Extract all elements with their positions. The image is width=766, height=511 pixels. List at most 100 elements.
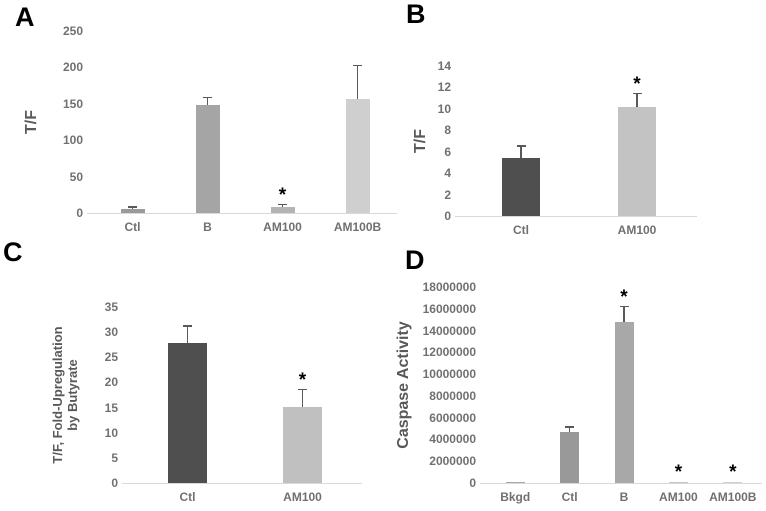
error-bar-cap-am100: [278, 203, 287, 206]
error-bar-b: [206, 97, 209, 106]
y-tick-label: 6000000: [429, 410, 476, 425]
error-bar-am100: [301, 389, 304, 407]
error-bar-b: [623, 306, 625, 322]
significance-asterisk-am100: *: [633, 73, 641, 95]
panel-label-d: D: [405, 245, 425, 275]
y-tick-label: 12000000: [422, 345, 476, 360]
x-category-label-b: B: [619, 490, 629, 504]
bar-b: [195, 105, 220, 213]
error-bar-am100b: [356, 65, 359, 99]
bar-am100b: [723, 482, 743, 483]
error-bar-ctl: [520, 146, 522, 159]
y-tick-label: 20: [104, 375, 118, 390]
y-tick-label: 10: [104, 425, 118, 440]
panel-label-b: B: [406, 0, 426, 29]
bar-am100: [283, 406, 322, 483]
x-category-label-am100: AM100: [617, 223, 657, 237]
y-tick-label: 30: [104, 325, 118, 340]
y-tick-label: 14: [437, 59, 451, 73]
panel-label-a: A: [15, 2, 35, 32]
y-tick-label: 50: [69, 169, 83, 184]
y-tick-label: 4000000: [429, 432, 476, 447]
x-category-label-ctl: Ctl: [561, 490, 578, 504]
bar-am100b: [345, 98, 370, 213]
x-category-label-b: B: [203, 220, 212, 234]
bar-ctl: [120, 209, 145, 213]
error-bar-cap-ctl: [516, 145, 526, 147]
y-axis-label: Caspase Activity: [394, 321, 412, 449]
x-axis-line: [122, 483, 362, 484]
significance-asterisk-am100: *: [278, 184, 287, 206]
y-tick-label: 16000000: [422, 301, 476, 316]
x-category-label-ctl: Ctl: [124, 220, 141, 234]
y-tick-label: 0: [111, 476, 118, 490]
y-tick-label: 8000000: [429, 388, 476, 403]
bar-am100: [668, 482, 688, 483]
x-category-label-am100b: AM100B: [709, 490, 757, 504]
x-axis-line: [455, 216, 697, 217]
y-axis-label: T/F: [411, 129, 429, 153]
y-tick-label: 10: [437, 101, 451, 116]
error-bar-cap-am100: [632, 92, 642, 95]
y-tick-label: 0: [444, 209, 451, 223]
significance-asterisk-am100: *: [298, 369, 307, 391]
y-tick-label: 150: [62, 96, 83, 111]
bar-b: [614, 321, 634, 483]
error-bar-cap-ctl: [565, 426, 575, 428]
error-bar-cap-am100b: [353, 64, 362, 67]
x-category-label-am100: AM100: [659, 490, 698, 504]
bar-am100: [270, 207, 295, 213]
bar-am100: [618, 106, 656, 216]
x-category-label-am100: AM100: [283, 490, 322, 504]
significance-asterisk-b: *: [620, 286, 628, 308]
y-axis-label: T/F: [22, 110, 40, 134]
y-tick-label: 100: [62, 133, 83, 148]
y-tick-label: 0: [76, 206, 83, 220]
x-category-label-ctl: Ctl: [513, 223, 529, 237]
bar-ctl: [560, 431, 580, 483]
error-bar-cap-b: [203, 96, 212, 99]
x-category-label-bkgd: Bkgd: [500, 490, 531, 504]
y-tick-label: 8: [444, 123, 451, 138]
bar-ctl: [502, 158, 540, 216]
panel-label-c: C: [3, 237, 23, 267]
x-category-label-ctl: Ctl: [179, 490, 196, 504]
y-tick-label: 4: [444, 166, 451, 181]
y-tick-label: 0: [469, 476, 476, 490]
significance-asterisk-am100: *: [674, 462, 683, 483]
error-bar-cap-ctl: [183, 325, 192, 327]
y-tick-label: 5: [111, 450, 118, 465]
error-bar-am100: [636, 93, 638, 107]
y-axis-label: T/F, Fold-Upregulation by Butyrate: [50, 326, 80, 464]
y-tick-label: 18000000: [422, 280, 476, 294]
error-bar-cap-am100: [298, 388, 307, 391]
y-tick-label: 35: [104, 300, 118, 314]
y-tick-label: 2000000: [429, 454, 476, 469]
y-tick-label: 15: [104, 400, 118, 415]
error-bar-ctl: [186, 326, 189, 344]
error-bar-am100: [281, 204, 284, 208]
error-bar-ctl: [568, 427, 571, 432]
y-tick-label: 25: [104, 350, 118, 365]
error-bar-ctl: [131, 207, 134, 210]
y-tick-label: 10000000: [422, 367, 476, 382]
y-tick-label: 14000000: [422, 323, 476, 338]
y-tick-label: 2: [444, 187, 451, 202]
error-bar-cap-ctl: [128, 206, 137, 208]
bar-bkgd: [505, 481, 525, 483]
y-tick-label: 12: [437, 80, 451, 95]
x-category-label-am100: AM100: [263, 220, 302, 234]
error-bar-cap-b: [619, 305, 629, 308]
x-axis-line: [480, 483, 762, 484]
y-tick-label: 200: [62, 60, 83, 75]
x-category-label-am100b: AM100B: [333, 220, 382, 234]
bar-ctl: [168, 343, 207, 483]
y-tick-label: 6: [444, 144, 451, 159]
significance-asterisk-am100b: *: [729, 462, 737, 483]
x-axis-line: [87, 213, 397, 214]
